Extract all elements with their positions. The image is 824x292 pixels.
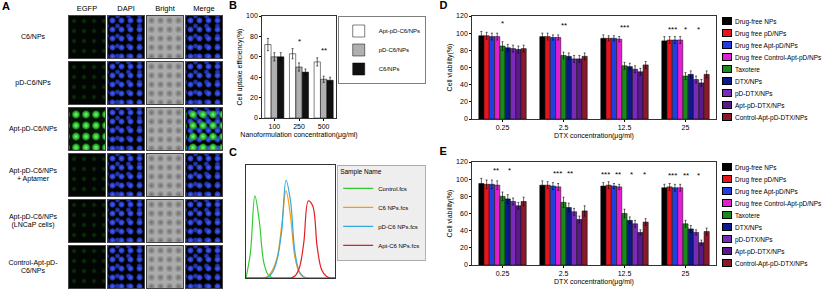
- html-text:Apt-pD-C6/NPs + Aptamer: Apt-pD-C6/NPs + Aptamer: [8, 166, 58, 182]
- svg-text:DTX concentration(μg/ml): DTX concentration(μg/ml): [554, 132, 634, 140]
- svg-text:2.5: 2.5: [559, 270, 569, 277]
- svg-text:12.5: 12.5: [618, 124, 632, 131]
- html-text:EGFP: EGFP: [76, 4, 98, 13]
- svg-text:*: *: [630, 170, 633, 179]
- html-text:Drug-free NPs: Drug-free NPs: [735, 17, 777, 25]
- html-text:Apt-pD-C6/NPs: Apt-pD-C6/NPs: [8, 124, 58, 132]
- svg-text:*: *: [643, 170, 646, 179]
- html-text:Control-Apt-pD-DTX/NPs: Control-Apt-pD-DTX/NPs: [735, 113, 808, 121]
- svg-text:250: 250: [293, 123, 305, 130]
- svg-text:C6 NPs.fcs: C6 NPs.fcs: [378, 205, 408, 211]
- svg-text:*: *: [697, 25, 700, 34]
- html-text:DTX/NPs: DTX/NPs: [735, 223, 763, 231]
- svg-text:C: C: [229, 147, 237, 158]
- svg-text:Sample Name: Sample Name: [340, 168, 382, 176]
- html-text:Drug free Control-Apt-pD/NPs: Drug free Control-Apt-pD/NPs: [735, 199, 822, 207]
- svg-text:*: *: [508, 166, 511, 175]
- html-text:A: A: [2, 0, 10, 12]
- svg-text:*: *: [298, 37, 301, 46]
- svg-text:pD-C6/NPs: pD-C6/NPs: [379, 47, 409, 53]
- svg-text:40: 40: [250, 74, 258, 81]
- html-text:pD-DTX/NPs: pD-DTX/NPs: [735, 89, 773, 97]
- html-text:Apt-pD-DTX/NPs: Apt-pD-DTX/NPs: [735, 101, 785, 109]
- svg-text:100: 100: [456, 30, 468, 37]
- svg-text:Cell viability(%): Cell viability(%): [446, 44, 454, 92]
- html-text:C6/NPs: C6/NPs: [20, 32, 46, 40]
- html-text:pD-DTX/NPs: pD-DTX/NPs: [735, 235, 773, 243]
- svg-text:12.5: 12.5: [618, 270, 632, 277]
- svg-text:pD-C6 NPs.fcs: pD-C6 NPs.fcs: [378, 224, 418, 230]
- svg-text:20: 20: [460, 244, 468, 251]
- svg-text:Control.fcs: Control.fcs: [378, 186, 407, 192]
- svg-text:0.25: 0.25: [496, 270, 510, 277]
- svg-text:***: ***: [601, 170, 610, 179]
- svg-text:D: D: [439, 0, 447, 11]
- html-text:Drug free Control-Apt-pD/NPs: Drug free Control-Apt-pD/NPs: [735, 53, 822, 61]
- svg-text:80: 80: [460, 193, 468, 200]
- svg-text:B: B: [229, 0, 237, 11]
- svg-text:**: **: [683, 171, 689, 180]
- html-text:DTX/NPs: DTX/NPs: [735, 77, 763, 85]
- svg-text:***: ***: [553, 169, 562, 178]
- svg-text:Apt-C6 NPs.fcs: Apt-C6 NPs.fcs: [378, 243, 419, 249]
- svg-text:40: 40: [460, 81, 468, 88]
- svg-text:80: 80: [460, 47, 468, 54]
- svg-text:40: 40: [460, 227, 468, 234]
- svg-text:2.5: 2.5: [559, 124, 569, 131]
- svg-text:0: 0: [254, 114, 258, 121]
- svg-text:Nanoformulation concentration(: Nanoformulation concentration(μg/ml): [240, 131, 357, 139]
- html-text:Bright: Bright: [155, 4, 175, 13]
- svg-text:25: 25: [682, 124, 690, 131]
- html-text:Drug free pD/NPs: Drug free pD/NPs: [735, 29, 787, 37]
- svg-text:100: 100: [456, 176, 468, 183]
- svg-text:0: 0: [464, 261, 468, 268]
- svg-text:Cell viability(%): Cell viability(%): [446, 190, 454, 238]
- svg-text:C6/NPs: C6/NPs: [379, 66, 400, 72]
- svg-text:DTX concentration(μg/ml): DTX concentration(μg/ml): [554, 278, 634, 286]
- html-text:Merge: Merge: [193, 4, 215, 13]
- svg-text:**: **: [615, 170, 621, 179]
- svg-text:100: 100: [246, 12, 258, 19]
- html-text:Drug free Apt-pD/NPs: Drug free Apt-pD/NPs: [735, 187, 798, 195]
- svg-text:120: 120: [456, 12, 468, 19]
- svg-text:*: *: [684, 25, 687, 34]
- svg-text:***: ***: [668, 171, 677, 180]
- html-text:Taxotere: Taxotere: [735, 211, 760, 219]
- html-text:pD-C6/NPs: pD-C6/NPs: [15, 78, 51, 86]
- svg-text:*: *: [697, 171, 700, 180]
- svg-text:120: 120: [456, 158, 468, 165]
- svg-text:***: ***: [668, 25, 677, 34]
- svg-text:**: **: [493, 166, 499, 175]
- html-text:Apt-pD-DTX/NPs: Apt-pD-DTX/NPs: [735, 247, 785, 255]
- html-text:Apt-pD-C6/NPs (LNCaP cells): Apt-pD-C6/NPs (LNCaP cells): [8, 212, 58, 228]
- svg-text:0: 0: [464, 115, 468, 122]
- svg-text:E: E: [439, 146, 446, 157]
- html-text:Control-Apt-pD- C6/NPs: Control-Apt-pD- C6/NPs: [8, 258, 58, 274]
- svg-text:**: **: [561, 21, 567, 30]
- html-text:Drug free Apt-pD/NPs: Drug free Apt-pD/NPs: [735, 41, 798, 49]
- svg-text:0.25: 0.25: [496, 124, 510, 131]
- svg-text:60: 60: [460, 64, 468, 71]
- html-text:Control-Apt-pD-DTX/NPs: Control-Apt-pD-DTX/NPs: [735, 259, 808, 267]
- svg-text:25: 25: [682, 270, 690, 277]
- svg-text:100: 100: [268, 123, 280, 130]
- svg-text:60: 60: [460, 210, 468, 217]
- svg-text:**: **: [567, 169, 573, 178]
- svg-text:***: ***: [620, 23, 629, 32]
- svg-text:**: **: [321, 46, 327, 55]
- svg-text:60: 60: [250, 53, 258, 60]
- html-text:Taxotere: Taxotere: [735, 65, 760, 73]
- html-text:Drug-free NPs: Drug-free NPs: [735, 163, 777, 171]
- svg-text:*: *: [501, 19, 504, 28]
- svg-text:Apt-pD-C6/NPs: Apt-pD-C6/NPs: [379, 28, 420, 34]
- html-text:DAPI: DAPI: [117, 4, 135, 13]
- svg-text:Cell uptake efficiency(%): Cell uptake efficiency(%): [236, 29, 244, 106]
- svg-text:500: 500: [318, 123, 330, 130]
- svg-text:80: 80: [250, 33, 258, 40]
- svg-text:20: 20: [460, 98, 468, 105]
- svg-text:20: 20: [250, 94, 258, 101]
- html-text:Drug free pD/NPs: Drug free pD/NPs: [735, 175, 787, 183]
